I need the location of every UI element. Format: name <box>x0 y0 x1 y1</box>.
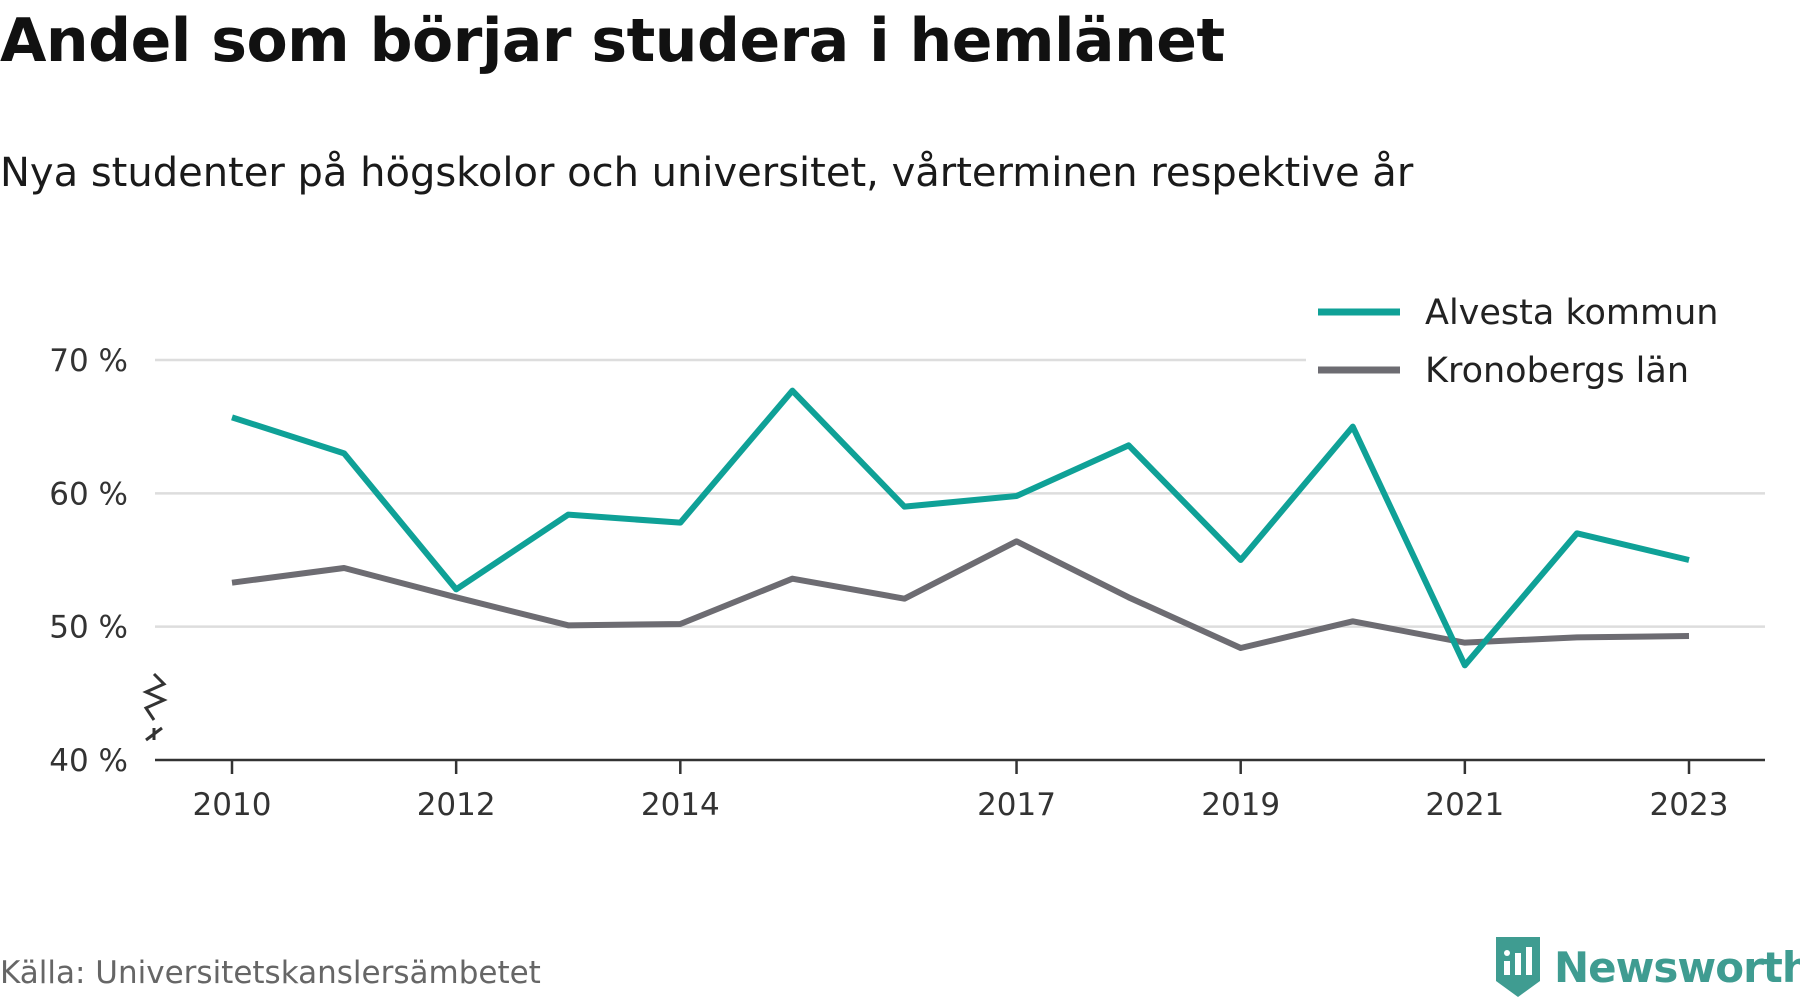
source-note: Källa: Universitetskanslersämbetet <box>0 955 541 991</box>
x-tick-label: 2014 <box>641 787 720 823</box>
x-tick-label: 2019 <box>1201 787 1280 823</box>
x-tick-label: 2021 <box>1425 787 1504 823</box>
legend-label: Kronobergs län <box>1425 351 1689 391</box>
y-tick-label: 70 % <box>49 343 128 379</box>
chart-subtitle: Nya studenter på högskolor och universit… <box>0 150 1414 196</box>
series-line <box>231 387 1690 669</box>
legend-background <box>1306 285 1766 395</box>
y-tick-label: 60 % <box>49 476 128 512</box>
legend-label: Alvesta kommun <box>1425 293 1718 333</box>
series-line <box>231 538 1690 651</box>
y-axis-ticks: 40 % 50 % 60 % 70 % <box>49 343 128 779</box>
y-tick-label: 50 % <box>49 610 128 646</box>
grid-lines <box>155 358 1765 628</box>
y-tick-label: 40 % <box>49 743 128 779</box>
x-tick-label: 2010 <box>193 787 272 823</box>
legend: Alvesta kommun Kronobergs län <box>1306 285 1766 395</box>
chart-title: Andel som börjar studera i hemlänet <box>0 6 1225 76</box>
x-axis-ticks: 2010 2012 2014 2017 2019 2021 2023 <box>193 760 1729 823</box>
x-tick-label: 2012 <box>417 787 496 823</box>
y-axis-break-icon <box>142 672 168 742</box>
brand-name: Newsworthy <box>1554 942 1800 992</box>
x-tick-label: 2017 <box>977 787 1056 823</box>
series-lines <box>231 387 1690 669</box>
brand-logo: Newsworthy <box>1492 935 1800 999</box>
x-tick-label: 2023 <box>1650 787 1729 823</box>
newsworthy-logo-icon <box>1496 937 1540 997</box>
